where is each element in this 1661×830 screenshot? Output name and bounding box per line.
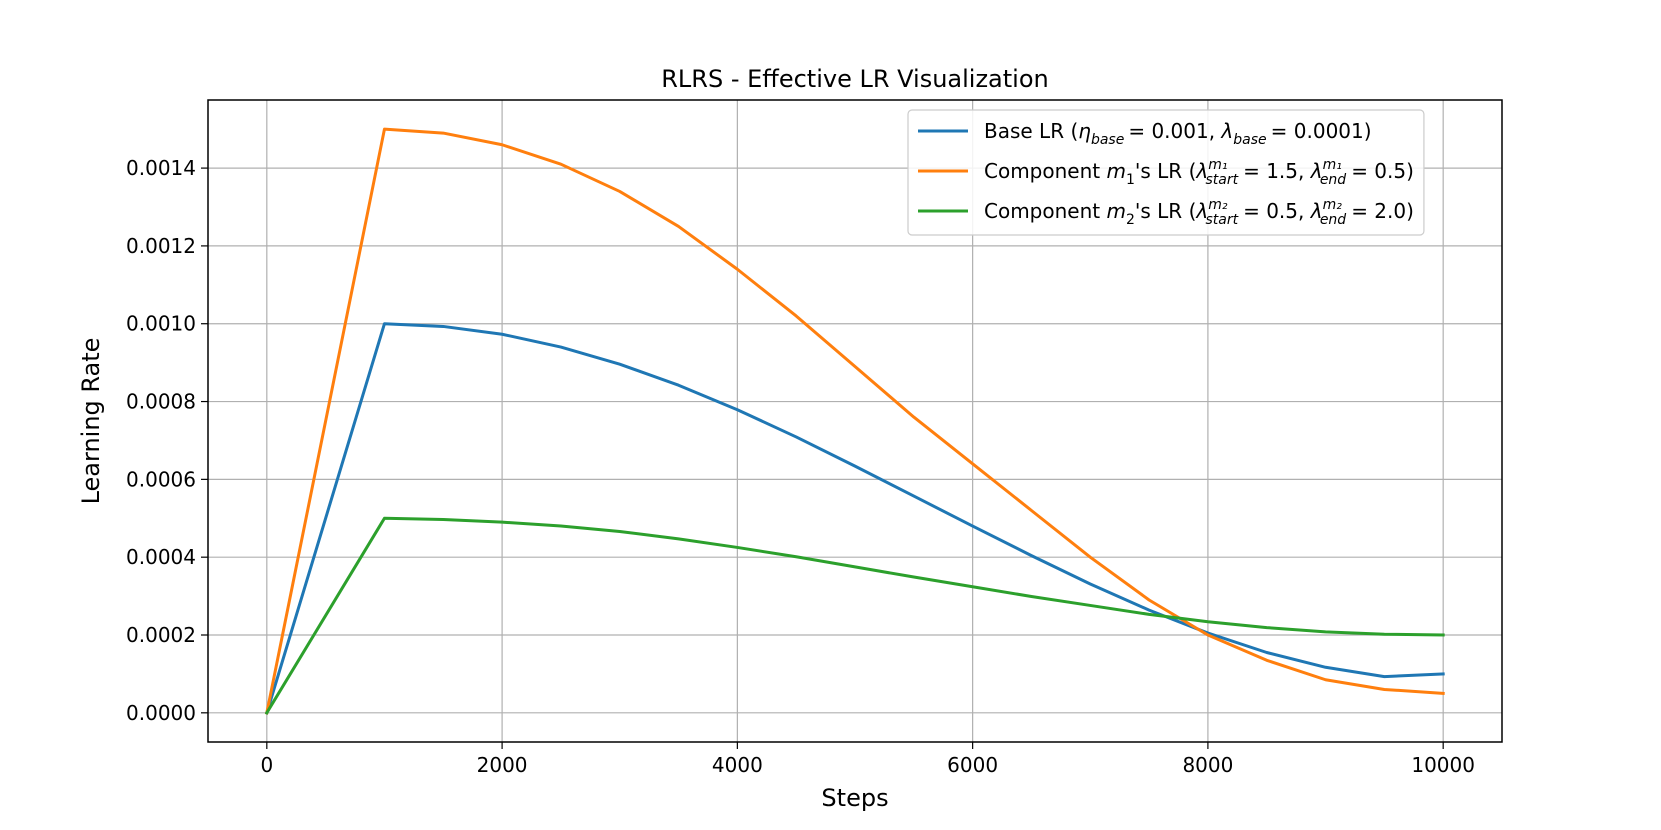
legend-text-part: Component <box>984 159 1106 183</box>
legend-text-part: m <box>1106 159 1125 183</box>
legend-text-part: 1 <box>1126 172 1135 188</box>
legend-text-part: start <box>1205 172 1238 188</box>
y-tick-label: 0.0014 <box>126 156 196 180</box>
y-tick-label: 0.0008 <box>126 390 196 414</box>
legend-text-part: end <box>1320 212 1346 228</box>
plot-frame <box>207 99 1503 743</box>
legend-text-part: ) <box>1406 159 1414 183</box>
series-line-2 <box>265 127 1445 715</box>
legend-text-part: = 0.0001 <box>1271 119 1364 143</box>
y-tick-label: 0.0006 <box>126 467 196 491</box>
legend-text-part: , <box>1298 159 1311 183</box>
grid <box>208 100 1502 742</box>
legend-text-part: 's LR ( <box>1135 199 1196 223</box>
legend-text-part: m <box>1106 199 1125 223</box>
x-tick-label: 10000 <box>1411 753 1475 777</box>
legend-label: Component m1's LR (λm₁ start = 1.5, λm₁ end… <box>984 157 1414 188</box>
legend-text-part: m₁ <box>1208 157 1227 173</box>
legend-text-part: m₁ <box>1323 157 1342 173</box>
x-tick-label: 2000 <box>477 753 528 777</box>
legend-text-part: = 1.5 <box>1243 159 1298 183</box>
legend-text-part: η <box>1078 119 1091 143</box>
legend-text-part: = 2.0 <box>1351 199 1406 223</box>
legend-text-part: = 0.5 <box>1351 159 1406 183</box>
legend-text-part: λ <box>1220 119 1233 143</box>
legend: Base LR (ηbase = 0.001, λbase = 0.0001)Com… <box>907 109 1425 236</box>
series-lines <box>264 127 1445 715</box>
legend-text-part: base <box>1091 132 1124 148</box>
y-tick-label: 0.0012 <box>126 234 196 258</box>
y-tick-label: 0.0002 <box>126 623 196 647</box>
legend-text-part: λ <box>1195 199 1208 223</box>
series-line-1 <box>264 322 1445 715</box>
legend-text-part: m₂ <box>1208 197 1228 213</box>
legend-text-part: , <box>1298 199 1311 223</box>
legend-text-part: = 0.001 <box>1128 119 1208 143</box>
legend-label: Base LR (ηbase = 0.001, λbase = 0.0001) <box>984 119 1372 148</box>
legend-text-part: , <box>1209 119 1222 143</box>
x-tick-label: 8000 <box>1182 753 1233 777</box>
legend-text-part: λ <box>1195 159 1208 183</box>
x-axis: 0 2000 4000 6000 8000 10000 <box>260 742 1475 777</box>
legend-text-part: λ <box>1310 199 1323 223</box>
x-axis-label: Steps <box>821 784 888 812</box>
y-tick-label: 0.0000 <box>126 701 196 725</box>
legend-text-part: = 0.5 <box>1243 199 1298 223</box>
legend-text-part: 's LR ( <box>1135 159 1196 183</box>
legend-text-part: base <box>1233 132 1266 148</box>
y-tick-label: 0.0004 <box>126 545 196 569</box>
x-tick-label: 4000 <box>712 753 763 777</box>
chart-title: RLRS - Effective LR Visualization <box>661 65 1048 93</box>
legend-box <box>907 109 1425 236</box>
series-line-3 <box>264 516 1445 715</box>
x-tick-label: 6000 <box>947 753 998 777</box>
legend-label: Component m2's LR (λm₂ start = 0.5, λm₂ end… <box>984 197 1414 228</box>
y-axis-label: Learning Rate <box>77 338 105 505</box>
legend-text-part: ) <box>1364 119 1372 143</box>
legend-text-part: Base LR ( <box>984 119 1078 143</box>
y-tick-label: 0.0010 <box>126 312 196 336</box>
y-axis: 0.0000 0.0002 0.0004 0.0006 0.0008 0.0010 0.00… <box>126 156 208 725</box>
legend-text-part: λ <box>1310 159 1323 183</box>
x-tick-label: 0 <box>260 753 273 777</box>
legend-text-part: m₂ <box>1323 197 1343 213</box>
legend-text-part: start <box>1205 212 1238 228</box>
legend-text-part: ) <box>1406 199 1414 223</box>
legend-text-part: Component <box>984 199 1106 223</box>
legend-text-part: 2 <box>1126 212 1135 228</box>
legend-text-part: end <box>1320 172 1346 188</box>
